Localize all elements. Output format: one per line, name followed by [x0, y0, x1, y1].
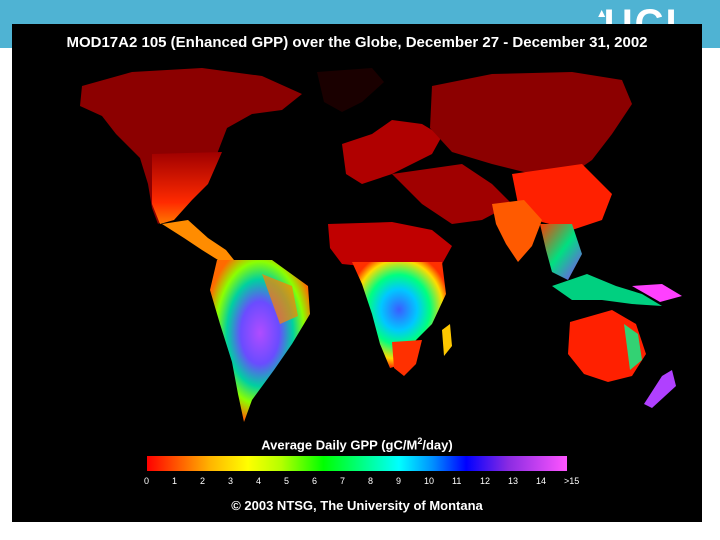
- asia-central: [392, 164, 512, 224]
- tick-label: 6: [312, 476, 318, 486]
- madagascar: [442, 324, 452, 356]
- usa-region: [152, 152, 222, 224]
- legend-title: Average Daily GPP (gC/M2/day): [12, 436, 702, 452]
- tick-label: 10: [424, 476, 435, 486]
- central-america: [162, 220, 234, 260]
- tick-label: 7: [340, 476, 346, 486]
- new-guinea: [632, 284, 682, 302]
- india: [492, 200, 542, 262]
- tick-label: 11: [452, 476, 462, 486]
- copyright-text: © 2003 NTSG, The University of Montana: [231, 498, 483, 513]
- world-gpp-map: [80, 68, 682, 422]
- south-america-east: [262, 274, 298, 324]
- europe: [342, 120, 442, 184]
- color-scale-bar: [147, 456, 567, 471]
- southeast-asia: [540, 224, 582, 280]
- tick-label: 5: [284, 476, 290, 486]
- australia-east: [624, 324, 642, 370]
- tick-label: 2: [200, 476, 206, 486]
- tick-label: 4: [256, 476, 262, 486]
- indonesia: [552, 274, 662, 306]
- tick-label: 8: [368, 476, 374, 486]
- map-panel: MOD17A2 105 (Enhanced GPP) over the Glob…: [12, 24, 702, 522]
- tick-label: 12: [480, 476, 491, 486]
- map-title: MOD17A2 105 (Enhanced GPP) over the Glob…: [66, 34, 648, 51]
- north-america: [80, 68, 302, 224]
- tick-label: 1: [172, 476, 178, 486]
- tick-label: 13: [508, 476, 519, 486]
- legend-title-units: /day): [422, 437, 453, 453]
- tick-label: >15: [564, 476, 580, 486]
- africa-south: [392, 340, 422, 376]
- legend-title-superscript: 2: [417, 436, 423, 446]
- new-zealand: [644, 370, 676, 408]
- asia-north: [430, 72, 632, 174]
- africa-north: [328, 222, 452, 268]
- greenland: [317, 68, 384, 112]
- south-america: [210, 260, 310, 422]
- africa-central: [352, 262, 446, 368]
- crest-icon: ▲: [595, 6, 610, 20]
- legend-title-main: Average Daily GPP (gC/M: [261, 437, 418, 453]
- tick-label: 14: [536, 476, 547, 486]
- east-asia: [512, 164, 612, 230]
- tick-label: 9: [396, 476, 402, 486]
- tick-label: 3: [228, 476, 234, 486]
- tick-label: 0: [144, 476, 150, 486]
- color-scale-ticks: 0 1 2 3 4 5 6 7 8 9 10 11 12 13 14 >15: [144, 476, 587, 490]
